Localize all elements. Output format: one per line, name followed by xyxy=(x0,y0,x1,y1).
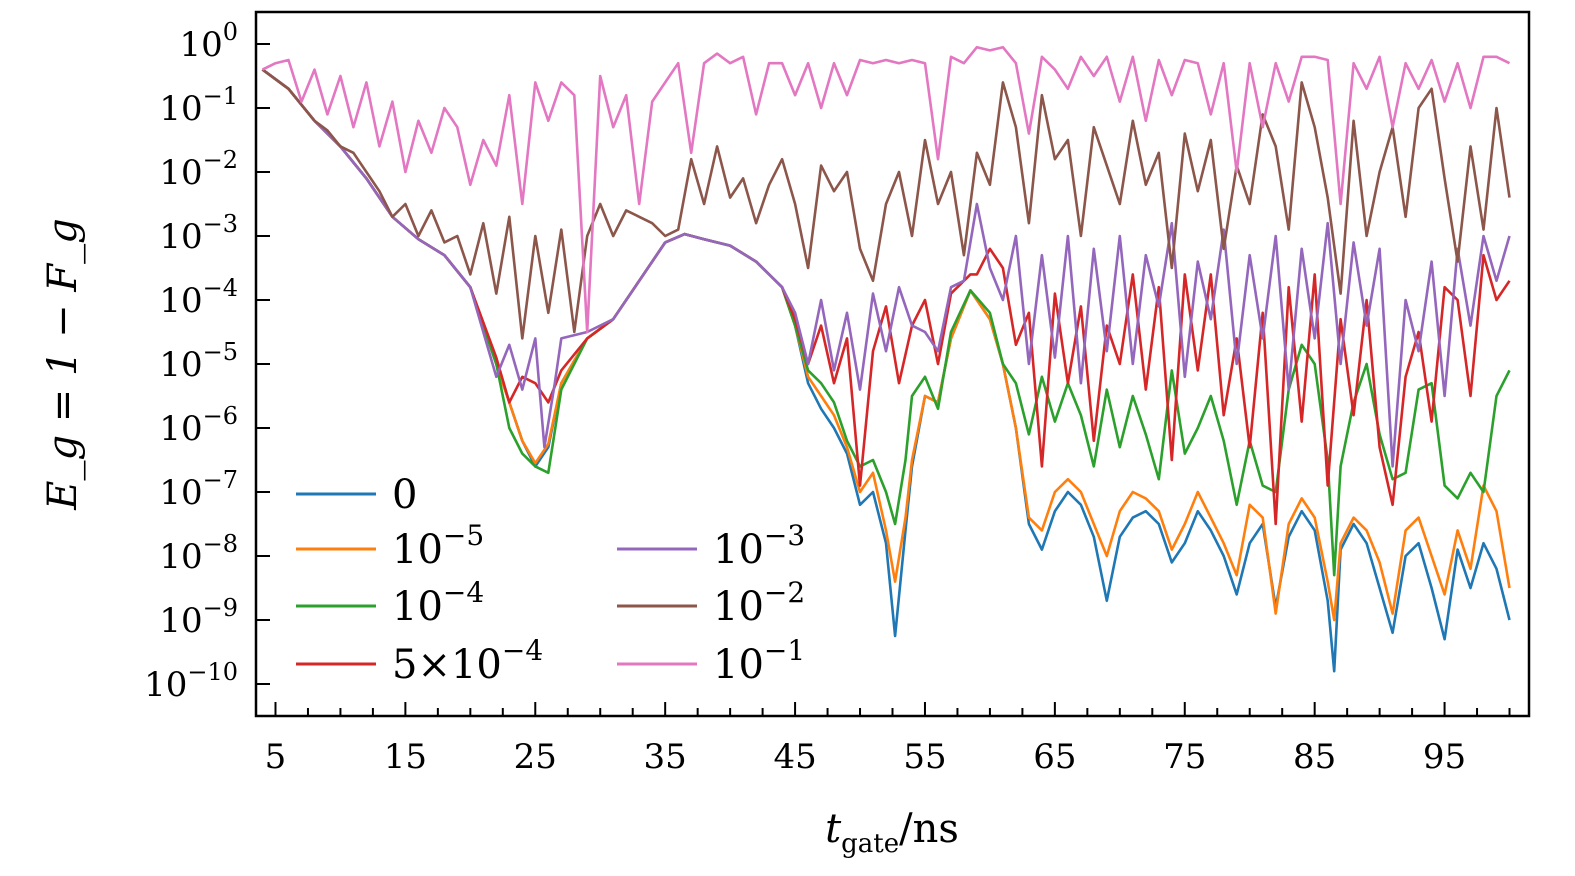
y-tick-label: 10−9 xyxy=(159,594,238,641)
series-line-3 xyxy=(261,68,1511,526)
x-tick-label: 65 xyxy=(1033,737,1076,777)
y-tick-label: 10−8 xyxy=(159,530,238,577)
y-tick-label: 10−7 xyxy=(159,466,238,513)
legend-label-0: 0 xyxy=(392,472,417,518)
legend-label-4: 10−3 xyxy=(713,519,805,573)
x-tick-label: 15 xyxy=(384,737,427,777)
y-axis-label: E_g = 1 − F_g xyxy=(40,218,86,511)
x-axis-label-sub: gate xyxy=(841,829,899,859)
x-tick-label: 95 xyxy=(1423,737,1466,777)
x-axis-label: tgate/ns xyxy=(825,806,959,859)
legend-label-5: 10−2 xyxy=(713,576,805,630)
y-tick-label: 10−10 xyxy=(144,658,238,705)
x-tick-label: 75 xyxy=(1163,737,1206,777)
x-tick-label: 25 xyxy=(514,737,557,777)
x-tick-labels: 5 15 25 35 45 55 65 75 85 95 xyxy=(265,737,1467,777)
y-tick-labels: 100 10−1 10−2 10−3 10−4 10−5 10−6 10−7 10−8 10−9 1… xyxy=(144,18,238,705)
x-tick-label: 55 xyxy=(903,737,946,777)
series-line-6 xyxy=(261,45,1511,334)
series-line-2 xyxy=(261,68,1511,577)
y-tick-label: 10−1 xyxy=(159,82,238,129)
legend-label-6: 10−1 xyxy=(713,634,805,688)
x-tick-label: 35 xyxy=(644,737,687,777)
y-tick-label: 10−6 xyxy=(159,402,238,449)
series-line-4 xyxy=(261,68,1511,468)
y-tick-label: 10−2 xyxy=(159,146,238,193)
legend: 010−510−45×10−4 10−310−210−1 xyxy=(296,472,805,688)
y-tick-label: 10−4 xyxy=(159,274,238,321)
series-line-1 xyxy=(261,68,1511,622)
y-tick-label: 10−3 xyxy=(159,210,238,257)
series-layer xyxy=(261,45,1511,673)
series-line-5 xyxy=(261,68,1511,340)
x-axis-label-unit: /ns xyxy=(899,806,959,852)
x-tick-label: 45 xyxy=(773,737,816,777)
legend-label-1: 10−5 xyxy=(392,519,484,573)
y-tick-label: 10−5 xyxy=(159,338,238,385)
y-tick-label: 100 xyxy=(179,18,238,65)
x-tick-label: 85 xyxy=(1293,737,1336,777)
legend-label-3: 5×10−4 xyxy=(392,634,543,688)
legend-label-2: 10−4 xyxy=(392,576,484,630)
x-axis-label-main: t xyxy=(825,806,842,852)
x-tick-label: 5 xyxy=(265,737,287,777)
axis-ticks xyxy=(256,43,1511,716)
